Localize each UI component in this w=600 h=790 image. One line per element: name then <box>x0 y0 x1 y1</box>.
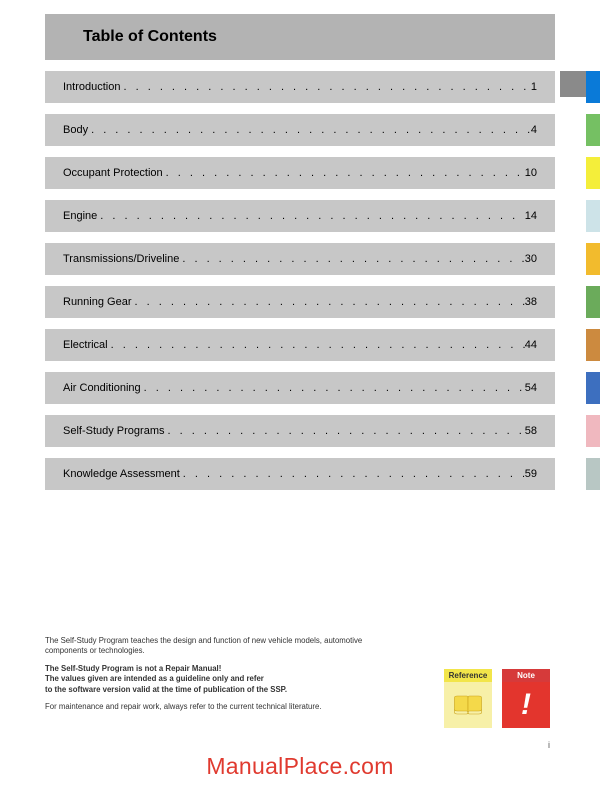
toc-item: Electrical . . . . . . . . . . . . . . .… <box>45 329 555 361</box>
toc-label: Knowledge Assessment <box>63 468 180 480</box>
color-tab <box>586 71 600 103</box>
toc-page-number: 30 <box>525 253 537 265</box>
toc-label: Body <box>63 124 88 136</box>
header-bar: Table of Contents <box>45 14 555 60</box>
toc-page-number: 14 <box>525 210 537 222</box>
toc-row: Transmissions/Driveline . . . . . . . . … <box>0 243 600 275</box>
toc-page-number: 44 <box>525 339 537 351</box>
toc-label: Engine <box>63 210 97 222</box>
reference-badge: Reference <box>444 669 492 728</box>
toc-leader-dots: . . . . . . . . . . . . . . . . . . . . … <box>163 167 525 179</box>
toc-row: Knowledge Assessment . . . . . . . . . .… <box>0 458 600 490</box>
color-tab <box>586 286 600 318</box>
toc-page-number: 4 <box>531 124 537 136</box>
toc-label: Self-Study Programs <box>63 425 164 437</box>
footer-bold-1: The Self-Study Program is not a Repair M… <box>45 664 221 673</box>
toc-label: Occupant Protection <box>63 167 163 179</box>
toc-row: Running Gear . . . . . . . . . . . . . .… <box>0 286 600 318</box>
color-tab <box>586 114 600 146</box>
toc-row: Introduction . . . . . . . . . . . . . .… <box>0 71 600 103</box>
toc-item: Self-Study Programs . . . . . . . . . . … <box>45 415 555 447</box>
toc-page-number: 1 <box>531 81 537 93</box>
footer-line-3: For maintenance and repair work, always … <box>45 702 385 713</box>
toc-leader-dots: . . . . . . . . . . . . . . . . . . . . … <box>180 468 525 480</box>
footer-bold-3: to the software version valid at the tim… <box>45 685 287 694</box>
toc-leader-dots: . . . . . . . . . . . . . . . . . . . . … <box>164 425 524 437</box>
color-tab <box>586 329 600 361</box>
toc-item: Running Gear . . . . . . . . . . . . . .… <box>45 286 555 318</box>
toc-item: Air Conditioning . . . . . . . . . . . .… <box>45 372 555 404</box>
note-badge-label: Note <box>502 669 550 682</box>
toc-list: Introduction . . . . . . . . . . . . . .… <box>0 71 600 490</box>
toc-row: Self-Study Programs . . . . . . . . . . … <box>0 415 600 447</box>
toc-row: Electrical . . . . . . . . . . . . . . .… <box>0 329 600 361</box>
footer-notes: The Self-Study Program teaches the desig… <box>45 636 385 720</box>
exclamation-icon: ! <box>521 690 531 720</box>
toc-row: Body . . . . . . . . . . . . . . . . . .… <box>0 114 600 146</box>
toc-page-number: 10 <box>525 167 537 179</box>
toc-label: Air Conditioning <box>63 382 141 394</box>
toc-page-number: 38 <box>525 296 537 308</box>
toc-label: Transmissions/Driveline <box>63 253 179 265</box>
toc-row: Air Conditioning . . . . . . . . . . . .… <box>0 372 600 404</box>
color-tab <box>586 157 600 189</box>
color-tab <box>586 243 600 275</box>
toc-leader-dots: . . . . . . . . . . . . . . . . . . . . … <box>141 382 525 394</box>
toc-leader-dots: . . . . . . . . . . . . . . . . . . . . … <box>132 296 525 308</box>
reference-badge-body <box>444 682 492 728</box>
legend-badges: Reference Note ! <box>444 669 550 728</box>
toc-item: Occupant Protection . . . . . . . . . . … <box>45 157 555 189</box>
toc-leader-dots: . . . . . . . . . . . . . . . . . . . . … <box>120 81 530 93</box>
toc-leader-dots: . . . . . . . . . . . . . . . . . . . . … <box>88 124 531 136</box>
page-number: i <box>548 740 550 750</box>
page-title: Table of Contents <box>83 28 555 46</box>
toc-leader-dots: . . . . . . . . . . . . . . . . . . . . … <box>97 210 524 222</box>
toc-item: Knowledge Assessment . . . . . . . . . .… <box>45 458 555 490</box>
color-tab <box>586 200 600 232</box>
note-badge-body: ! <box>502 682 550 728</box>
footer-line-1: The Self-Study Program teaches the desig… <box>45 636 385 657</box>
toc-item: Body . . . . . . . . . . . . . . . . . .… <box>45 114 555 146</box>
color-tab <box>586 415 600 447</box>
toc-item: Introduction . . . . . . . . . . . . . .… <box>45 71 555 103</box>
toc-leader-dots: . . . . . . . . . . . . . . . . . . . . … <box>179 253 524 265</box>
toc-label: Electrical <box>63 339 108 351</box>
book-icon <box>453 694 483 716</box>
toc-item: Engine . . . . . . . . . . . . . . . . .… <box>45 200 555 232</box>
footer-bold-2: The values given are intended as a guide… <box>45 674 264 683</box>
toc-label: Running Gear <box>63 296 132 308</box>
color-tab <box>586 372 600 404</box>
toc-item: Transmissions/Driveline . . . . . . . . … <box>45 243 555 275</box>
toc-page-number: 54 <box>525 382 537 394</box>
toc-page-number: 59 <box>525 468 537 480</box>
toc-row: Engine . . . . . . . . . . . . . . . . .… <box>0 200 600 232</box>
reference-badge-label: Reference <box>444 669 492 682</box>
color-tab <box>586 458 600 490</box>
toc-row: Occupant Protection . . . . . . . . . . … <box>0 157 600 189</box>
toc-leader-dots: . . . . . . . . . . . . . . . . . . . . … <box>108 339 525 351</box>
toc-label: Introduction <box>63 81 120 93</box>
toc-page-number: 58 <box>525 425 537 437</box>
note-badge: Note ! <box>502 669 550 728</box>
